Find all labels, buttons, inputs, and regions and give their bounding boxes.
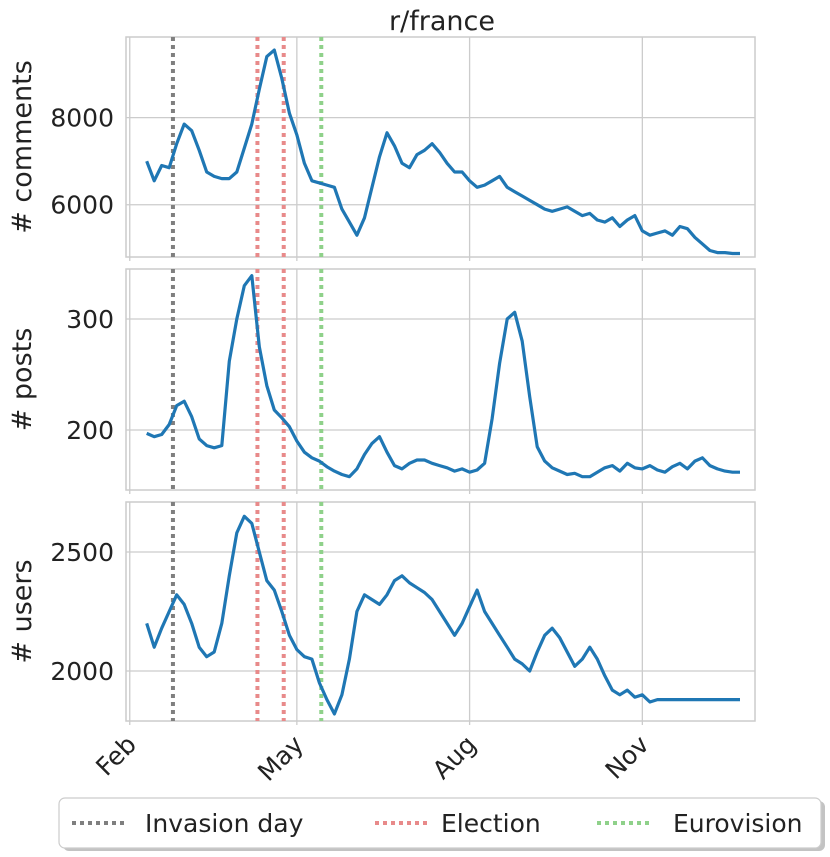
- series-line: [146, 274, 740, 479]
- x-tick-label: Aug: [427, 730, 482, 785]
- legend: Invasion day Election Eurovision: [58, 797, 825, 851]
- chart-title: r/france: [389, 6, 495, 37]
- y-tick-label: 2000: [50, 657, 114, 686]
- y-axis-label: # posts: [7, 328, 38, 432]
- y-axis-label: # users: [7, 559, 38, 663]
- legend-box: [58, 797, 822, 849]
- legend-label: Election: [441, 809, 541, 838]
- panel-1: 6000 8000 # comments: [7, 36, 756, 261]
- y-axis-label: # comments: [7, 60, 38, 234]
- x-tick-label: May: [252, 730, 309, 787]
- y-tick-label: 8000: [50, 104, 114, 133]
- legend-label: Invasion day: [145, 809, 304, 838]
- panel-frame: [125, 36, 756, 258]
- legend-label: Eurovision: [673, 809, 803, 838]
- panel-2: 200 300 # posts: [7, 268, 756, 494]
- x-tick-labels: Feb May Aug Nov: [90, 730, 655, 787]
- x-tick-label: Nov: [600, 730, 655, 785]
- panel-frame: [125, 268, 756, 491]
- series-line: [145, 48, 740, 256]
- series-line: [145, 514, 740, 716]
- y-tick-label: 300: [66, 305, 114, 334]
- panels: 6000 8000 # comments 200 300 # posts 2000 2500 #…: [7, 36, 756, 725]
- x-tick-label: Feb: [90, 730, 142, 782]
- y-tick-label: 200: [66, 416, 114, 445]
- y-tick-label: 6000: [50, 191, 114, 220]
- panel-3: 2000 2500 # users: [7, 501, 756, 725]
- y-tick-label: 2500: [50, 538, 114, 567]
